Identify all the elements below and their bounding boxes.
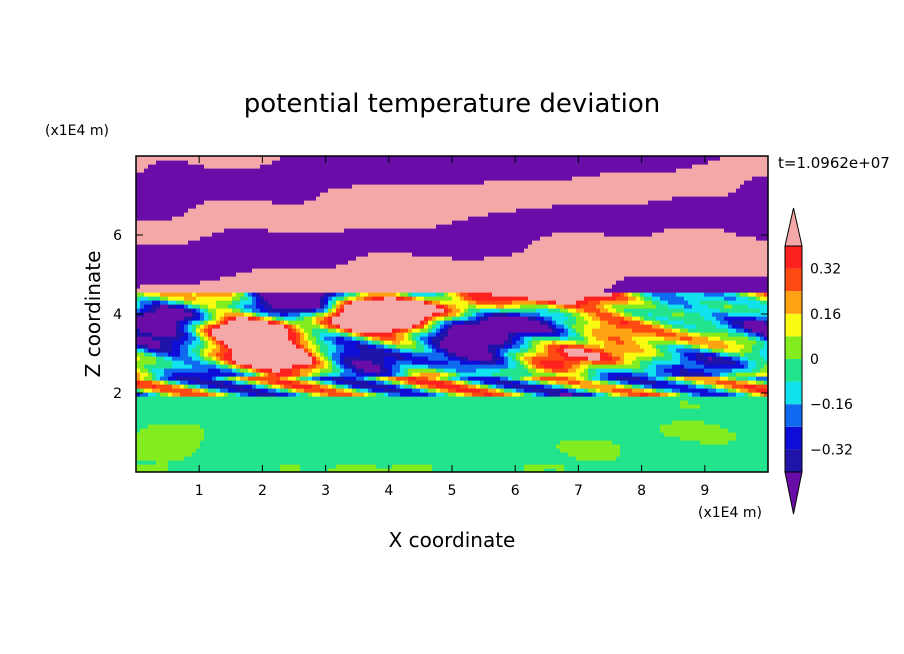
- contour-field: [136, 156, 768, 472]
- colorbar-segment: [785, 246, 802, 269]
- x-tick-label-9: 9: [700, 483, 709, 499]
- x-axis-title: X coordinate: [389, 528, 516, 552]
- colorbar-segment: [785, 449, 802, 472]
- colorbar-tick-label: −0.16: [810, 397, 853, 413]
- colorbar-frame: [784, 245, 803, 473]
- colorbar-tick-label: 0: [810, 352, 819, 368]
- y-axis-title: Z coordinate: [81, 251, 105, 378]
- colorbar-segment: [785, 313, 802, 337]
- colorbar: 0.32 0.16 0 −0.16 −0.32: [784, 207, 853, 515]
- x-tick-label-5: 5: [448, 483, 457, 499]
- y-tick-label-4: 4: [113, 307, 122, 323]
- colorbar-extend-max: [784, 207, 803, 247]
- colorbar-segment: [785, 291, 802, 314]
- colorbar-tick-label: 0.32: [810, 262, 841, 278]
- x-tick-label-4: 4: [384, 483, 393, 499]
- x-axis: 1 2 3 4 5 6 7 8 9: [195, 156, 709, 499]
- y-unit-label: (x1E4 m): [45, 123, 109, 139]
- x-tick-label-1: 1: [195, 483, 204, 499]
- y-tick-label-2: 2: [113, 386, 122, 402]
- colorbar-extend-min: [784, 471, 803, 515]
- y-axis: 2 4 6: [113, 228, 768, 402]
- colorbar-segment: [785, 359, 802, 382]
- colorbar-tick-label: 0.16: [810, 307, 841, 323]
- chart-title: potential temperature deviation: [244, 89, 660, 119]
- colorbar-segment: [785, 268, 802, 292]
- x-tick-label-6: 6: [511, 483, 520, 499]
- y-tick-label-6: 6: [113, 228, 122, 244]
- colorbar-segment: [785, 381, 802, 405]
- colorbar-segment: [785, 336, 802, 359]
- x-tick-label-3: 3: [321, 483, 330, 499]
- x-tick-label-2: 2: [258, 483, 267, 499]
- colorbar-segment: [785, 404, 802, 427]
- x-tick-label-8: 8: [637, 483, 646, 499]
- time-label: t=1.0962e+07: [778, 154, 890, 172]
- colorbar-tick-label: −0.32: [810, 442, 853, 458]
- colorbar-segment: [785, 426, 802, 450]
- x-unit-label: (x1E4 m): [698, 505, 762, 521]
- x-tick-label-7: 7: [574, 483, 583, 499]
